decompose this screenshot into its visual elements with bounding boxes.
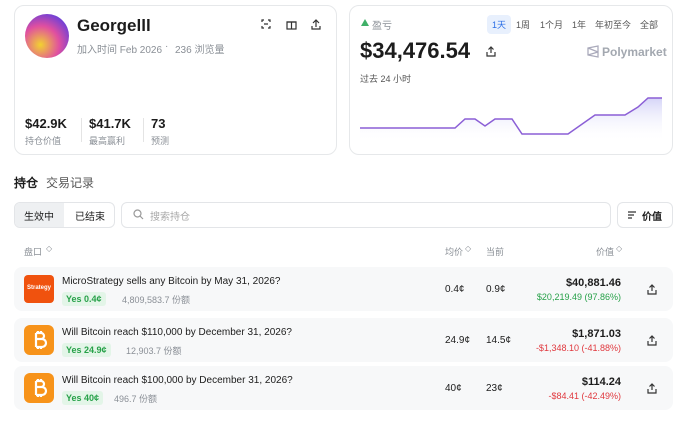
views: 236 浏览量 — [175, 45, 225, 56]
col-header[interactable]: 均价 — [445, 247, 464, 257]
market-icon — [24, 373, 54, 403]
sort-caret: ◇ — [465, 244, 472, 253]
share-icon[interactable] — [486, 46, 496, 57]
filter-group — [14, 202, 115, 228]
market-icon: Strategy — [24, 275, 54, 303]
market-title[interactable]: Will Bitcoin reach $100,000 by December … — [62, 375, 293, 386]
position-value: $114.24 — [581, 376, 621, 388]
brand-logo — [587, 45, 599, 58]
sort-label[interactable]: 价值 — [642, 212, 662, 223]
stat-label: 预测 — [151, 136, 170, 146]
col-header[interactable]: 当前 — [486, 247, 505, 257]
range-tab[interactable]: 1周 — [516, 20, 531, 30]
range-tab[interactable]: 全部 — [640, 20, 659, 30]
search-placeholder: 搜索持仓 — [150, 212, 190, 223]
sort-caret: ◇ — [616, 244, 623, 253]
position-row[interactable]: Strategy MicroStrategy sells any Bitcoin … — [14, 267, 673, 311]
search-icon — [133, 209, 144, 220]
brand-name: Polymarket — [602, 45, 667, 59]
filter-active[interactable]: 生效中 — [24, 212, 54, 223]
stat-value: $41.7K — [89, 116, 131, 131]
stat-value: 73 — [151, 116, 166, 131]
share-icon[interactable] — [647, 284, 657, 295]
up-arrow — [361, 19, 369, 26]
filter-active-bg — [15, 203, 64, 227]
tab[interactable]: 交易记录 — [46, 176, 95, 190]
pnl-value: $34,476.54 — [360, 38, 471, 63]
avg-price: 40¢ — [445, 383, 462, 394]
username: Georgelll — [77, 16, 151, 35]
position-change: $20,219.49 (97.86%) — [536, 292, 621, 302]
tab-active[interactable]: 持仓 — [14, 176, 39, 190]
avatar — [25, 14, 69, 58]
market-title[interactable]: Will Bitcoin reach $110,000 by December … — [62, 327, 292, 338]
share-icon[interactable] — [647, 335, 657, 346]
range-tab[interactable]: 1个月 — [540, 20, 564, 30]
range-tab[interactable]: 年初至今 — [595, 20, 632, 30]
period: 过去 24 小时 — [360, 74, 412, 84]
sparkline — [360, 97, 662, 142]
profile-actions[interactable] — [260, 18, 330, 32]
sort-button[interactable] — [617, 202, 673, 228]
pnl-card: 盈亏 1天 1周 1个月 1年 年初至今 全部 $34,476.54 Polym… — [349, 5, 673, 155]
position-change: -$1,348.10 (-41.88%) — [535, 343, 621, 353]
position-row[interactable]: Will Bitcoin reach $110,000 by December … — [14, 318, 673, 362]
sort-caret: ◇ — [46, 244, 53, 253]
sparkline-area — [360, 98, 662, 142]
current-price: 14.5¢ — [486, 335, 512, 346]
market-title[interactable]: MicroStrategy sells any Bitcoin by May 3… — [62, 276, 281, 287]
profile-card: Georgelll 加入时间 Feb 2026 · 236 浏览量 $42.9K… — [14, 5, 337, 155]
separator: · — [165, 41, 169, 52]
sort-icon — [628, 211, 636, 219]
divider — [143, 118, 144, 142]
divider — [81, 118, 82, 142]
market-icon — [24, 325, 54, 355]
share-icon[interactable] — [311, 19, 321, 30]
stat-value: $42.9K — [25, 116, 67, 131]
range-tab[interactable]: 1天 — [487, 15, 512, 34]
stat-label: 持仓价值 — [25, 136, 62, 146]
shares: 496.7 份额 — [114, 394, 158, 404]
outcome-badge: Yes 24.9¢ — [62, 343, 111, 357]
stat-label: 最高赢利 — [89, 136, 126, 146]
search-box[interactable] — [121, 202, 611, 228]
avg-price: 24.9¢ — [445, 335, 471, 346]
gift-icon[interactable] — [286, 21, 297, 30]
filter[interactable]: 已结束 — [75, 212, 105, 223]
avg-price: 0.4¢ — [445, 284, 465, 295]
col-header[interactable]: 价值 — [596, 247, 615, 257]
position-value: $1,871.03 — [572, 328, 621, 340]
shares: 12,903.7 份额 — [126, 346, 182, 356]
scan-icon[interactable] — [261, 19, 271, 29]
pnl-label: 盈亏 — [372, 21, 392, 32]
share-icon[interactable] — [647, 383, 657, 394]
col-header[interactable]: 盘口 — [24, 247, 43, 257]
position-change: -$84.41 (-42.49%) — [548, 391, 621, 401]
position-value: $40,881.46 — [565, 277, 621, 289]
outcome-badge: Yes 40¢ — [62, 391, 104, 405]
shares: 4,809,583.7 份额 — [122, 295, 191, 305]
joined: 加入时间 Feb 2026 — [77, 45, 163, 56]
outcome-badge: Yes 0.4¢ — [62, 292, 106, 306]
range-tab[interactable]: 1年 — [572, 20, 587, 30]
current-price: 0.9¢ — [486, 284, 506, 295]
bitcoin-glyph — [34, 379, 48, 397]
current-price: 23¢ — [486, 383, 503, 394]
bitcoin-glyph — [34, 331, 48, 349]
sparkline-line — [360, 97, 662, 135]
position-row[interactable]: Will Bitcoin reach $100,000 by December … — [14, 366, 673, 410]
